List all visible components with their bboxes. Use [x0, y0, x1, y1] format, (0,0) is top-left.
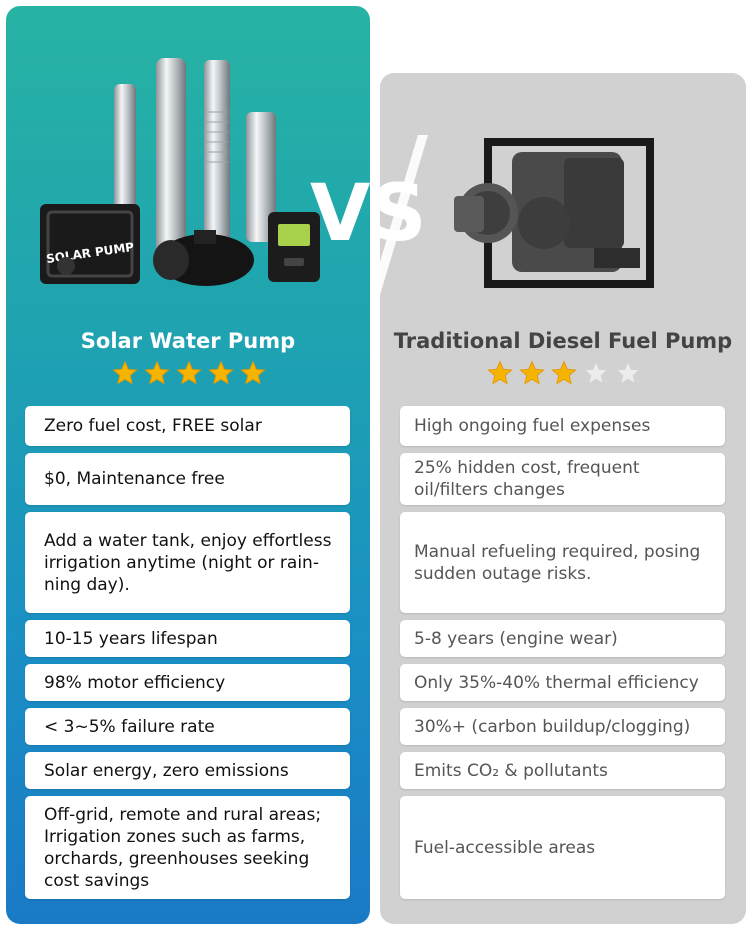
diesel-pump-photo	[454, 138, 654, 288]
solar-point-fuel-cost: Zero fuel cost, FREE solar	[25, 406, 350, 446]
diesel-point-refueling: Manual refueling required, posing sudden…	[400, 512, 725, 613]
diesel-point-areas: Fuel-accessible areas	[400, 796, 725, 899]
solar-point-emissions: Solar energy, zero emissions	[25, 752, 350, 789]
diesel-point-maintenance: 25% hidden cost, frequent oil/filters ch…	[400, 453, 725, 505]
star-empty-icon	[583, 360, 609, 385]
diesel-point-fuel-cost: High ongoing fuel expenses	[400, 406, 725, 446]
star-filled-icon	[144, 360, 170, 385]
solar-title: Solar Water Pump	[80, 329, 296, 353]
diesel-point-emissions: Emits CO₂ & pollutants	[400, 752, 725, 789]
star-filled-icon	[112, 360, 138, 385]
svg-text:VS: VS	[310, 169, 427, 259]
star-filled-icon	[551, 360, 577, 385]
solar-point-failure-rate: < 3~5% failure rate	[25, 708, 350, 745]
solar-pump-photo: SOLAR PUMP	[40, 58, 320, 286]
diesel-point-lifespan: 5-8 years (engine wear)	[400, 620, 725, 657]
star-filled-icon	[208, 360, 234, 385]
diesel-rating	[487, 360, 641, 386]
solar-point-lifespan: 10-15 years lifespan	[25, 620, 350, 657]
diesel-point-failure-rate: 30%+ (carbon buildup/clogging)	[400, 708, 725, 745]
star-filled-icon	[176, 360, 202, 385]
star-filled-icon	[519, 360, 545, 385]
solar-rating	[112, 360, 266, 386]
solar-point-areas: Off-grid, remote and rural areas; Irriga…	[25, 796, 350, 899]
vs-graphic: VS	[310, 135, 428, 295]
solar-point-maintenance: $0, Maintenance free	[25, 453, 350, 505]
star-empty-icon	[615, 360, 641, 385]
solar-point-water-tank: Add a water tank, enjoy effortless irrig…	[25, 512, 350, 613]
diesel-title: Traditional Diesel Fuel Pump	[393, 329, 733, 353]
solar-point-efficiency: 98% motor efficiency	[25, 664, 350, 701]
star-filled-icon	[487, 360, 513, 385]
diesel-point-efficiency: Only 35%-40% thermal efficiency	[400, 664, 725, 701]
star-filled-icon	[240, 360, 266, 385]
